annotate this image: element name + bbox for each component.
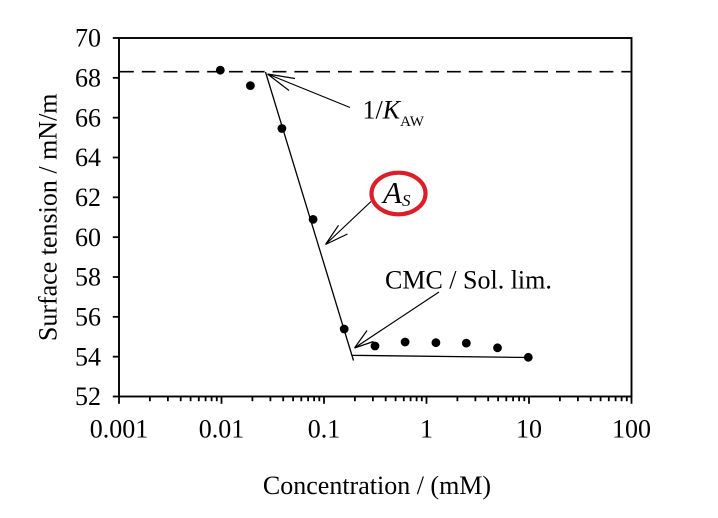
svg-text:10: 10 (516, 415, 542, 444)
svg-text:60: 60 (75, 223, 101, 252)
svg-text:0.001: 0.001 (90, 415, 149, 444)
svg-text:54: 54 (75, 342, 101, 371)
svg-text:70: 70 (75, 24, 101, 53)
svg-text:56: 56 (75, 302, 101, 331)
svg-text:0.1: 0.1 (308, 415, 341, 444)
svg-text:Concentration / (mM): Concentration / (mM) (263, 471, 491, 500)
svg-text:1: 1 (420, 415, 433, 444)
svg-text:68: 68 (75, 63, 101, 92)
svg-text:52: 52 (75, 382, 101, 411)
svg-text:64: 64 (75, 143, 101, 172)
svg-text:100: 100 (612, 415, 651, 444)
svg-text:0.01: 0.01 (199, 415, 245, 444)
svg-text:CMC / Sol. lim.: CMC / Sol. lim. (385, 266, 552, 295)
svg-text:58: 58 (75, 263, 101, 292)
svg-text:Surface tension / mN/m: Surface tension / mN/m (34, 93, 63, 341)
svg-text:AS: AS (381, 175, 411, 210)
svg-text:66: 66 (75, 103, 101, 132)
svg-text:62: 62 (75, 183, 101, 212)
